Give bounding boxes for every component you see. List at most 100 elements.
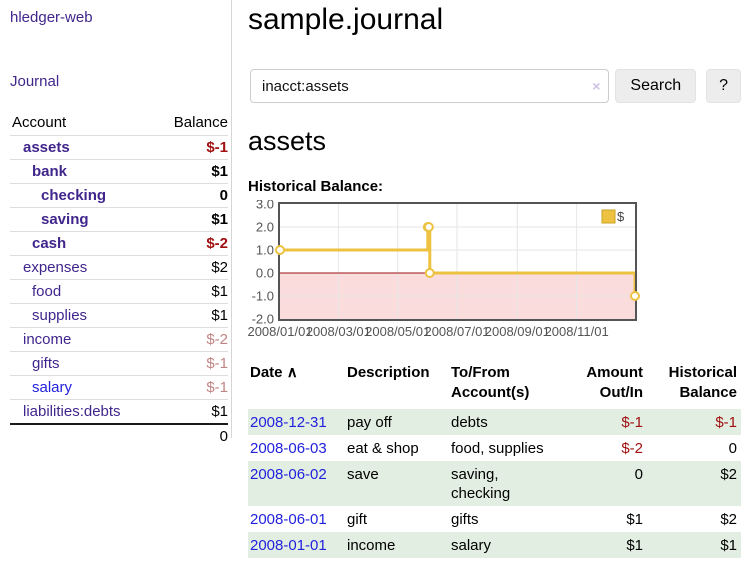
register-header-row: Date ∧ Description To/From Account(s) Am… xyxy=(248,361,741,409)
sidebar-total-row: 0 xyxy=(10,424,228,448)
search-form: × Search ? xyxy=(248,69,741,103)
transaction-description: pay off xyxy=(345,409,449,435)
transaction-date-link[interactable]: 2008-06-02 xyxy=(250,466,327,483)
sidebar-account-link[interactable]: cash xyxy=(32,235,67,252)
sidebar-account-link[interactable]: supplies xyxy=(32,307,88,324)
transaction-amount: $1 xyxy=(562,532,649,558)
x-axis-tick-label: 2008/07/01 xyxy=(424,324,489,339)
sidebar-account-row: expenses $2 xyxy=(10,255,228,280)
x-axis-tick-label: 2008/05/01 xyxy=(365,324,430,339)
column-header-amount: Amount Out/In xyxy=(586,364,643,401)
transaction-date-link[interactable]: 2008-06-03 xyxy=(250,440,327,457)
brand-link[interactable]: hledger-web xyxy=(10,9,93,26)
transaction-description: save xyxy=(345,461,449,506)
clear-search-icon[interactable]: × xyxy=(592,78,601,94)
sidebar-account-row: checking 0 xyxy=(10,183,228,208)
sidebar-accounts-body: assets $-1 bank $1 checking 0 saving $1 cash $-2 e… xyxy=(10,135,228,449)
register-body: 2008-12-31 pay off debts $-1 $-1 2008-06-03 ea… xyxy=(248,409,741,558)
transaction-description: eat & shop xyxy=(347,440,419,457)
register-row: 2008-06-02 save saving, checking 0 $2 xyxy=(248,461,741,506)
sidebar-account-link[interactable]: assets xyxy=(23,139,70,156)
register-table: Date ∧ Description To/From Account(s) Am… xyxy=(248,361,741,558)
sort-asc-icon: ∧ xyxy=(286,364,298,381)
transaction-accounts: gifts xyxy=(451,511,479,528)
transaction-balance: $2 xyxy=(649,461,741,506)
transaction-amount: $-2 xyxy=(621,440,643,457)
transaction-balance: $1 xyxy=(649,532,741,558)
transaction-accounts: debts xyxy=(449,409,562,435)
column-header-balance: Historical Balance xyxy=(668,364,737,401)
transaction-amount: 0 xyxy=(562,461,649,506)
account-column-header: Account xyxy=(12,114,67,131)
y-axis-tick-label: 3.0 xyxy=(256,200,274,212)
sidebar-account-row: assets $-1 xyxy=(10,135,228,160)
account-title: assets xyxy=(248,126,327,156)
y-axis-tick-label: -1.0 xyxy=(252,289,274,304)
chart-svg: $3.0 2.0 1.0 0.0 -1.0 -2.02008/01/012008/03/0… xyxy=(247,197,640,339)
search-button[interactable]: Search xyxy=(615,69,697,103)
sidebar-account-row: saving $1 xyxy=(10,207,228,232)
sidebar-account-balance: $1 xyxy=(211,403,228,420)
sidebar-account-row: income $-2 xyxy=(10,327,228,352)
sidebar-account-row: bank $1 xyxy=(10,159,228,184)
column-header-date[interactable]: Date ∧ xyxy=(250,364,298,381)
search-input[interactable] xyxy=(250,69,610,103)
page-title: sample.journal xyxy=(248,3,444,36)
register-row: 2008-06-01 gift gifts $1 $2 xyxy=(248,506,741,532)
transaction-amount: $1 xyxy=(626,511,643,528)
column-header-description: Description xyxy=(347,364,430,381)
search-input-wrap: × xyxy=(250,69,610,103)
y-axis-tick-label: 0.0 xyxy=(256,266,274,281)
y-axis-tick-label: -2.0 xyxy=(252,312,274,327)
sidebar-account-link[interactable]: income xyxy=(23,331,72,348)
data-point-marker xyxy=(630,291,640,301)
register-row: 2008-06-03 eat & shop food, supplies $-2 0 xyxy=(248,435,741,461)
sidebar-account-row: gifts $-1 xyxy=(10,351,228,376)
sidebar-account-link[interactable]: gifts xyxy=(32,355,60,372)
transaction-balance: $-1 xyxy=(649,409,741,435)
transaction-accounts: saving, checking xyxy=(449,461,562,506)
transaction-date-link[interactable]: 2008-12-31 xyxy=(250,414,327,431)
sidebar-account-balance: $1 xyxy=(211,163,228,180)
sidebar-total-balance: 0 xyxy=(219,428,228,445)
sidebar-account-link[interactable]: checking xyxy=(41,187,107,204)
main-content: sample.journal × Search ? assets Histori… xyxy=(247,0,741,558)
transaction-description: income xyxy=(345,532,449,558)
register-row: 2008-12-31 pay off debts $-1 $-1 xyxy=(248,409,741,435)
sidebar-account-balance: $-2 xyxy=(206,331,228,348)
sidebar-account-balance: $-1 xyxy=(206,139,228,156)
legend-label: $ xyxy=(617,209,625,224)
sidebar-account-row: cash $-2 xyxy=(10,231,228,256)
register-row: 2008-01-01 income salary $1 $1 xyxy=(248,532,741,558)
sidebar-account-balance: $-2 xyxy=(206,235,228,252)
data-point-marker xyxy=(275,245,285,255)
transaction-amount: $-1 xyxy=(562,409,649,435)
column-header-accounts: To/From Account(s) xyxy=(451,364,530,401)
sidebar-account-balance: 0 xyxy=(219,187,228,204)
data-point-marker xyxy=(423,222,434,232)
sidebar-account-balance: $1 xyxy=(211,283,228,300)
sidebar-account-link[interactable]: salary xyxy=(32,379,73,396)
transaction-accounts: food, supplies xyxy=(451,440,544,457)
x-axis-tick-label: 2008/01/01 xyxy=(248,324,313,339)
sidebar-account-row: liabilities:debts $1 xyxy=(10,399,228,425)
sidebar-accounts-table: Account Balance assets $-1 bank $1 checking 0… xyxy=(10,111,228,448)
sidebar-account-link[interactable]: bank xyxy=(32,163,68,180)
transaction-date-link[interactable]: 2008-01-01 xyxy=(250,537,327,554)
x-axis-tick-label: 2008/03/01 xyxy=(306,324,371,339)
sidebar-item-journal[interactable]: Journal xyxy=(10,73,60,90)
sidebar-accounts-header: Account Balance xyxy=(10,111,228,136)
sidebar-account-link[interactable]: liabilities:debts xyxy=(23,403,121,420)
sidebar-account-link[interactable]: food xyxy=(32,283,62,300)
x-axis-tick-label: 2008/11/01 xyxy=(545,324,609,339)
help-button[interactable]: ? xyxy=(706,69,741,103)
historical-balance-chart: $3.0 2.0 1.0 0.0 -1.0 -2.0 2008/01/01 2008/03/0… xyxy=(247,197,640,340)
transaction-date-link[interactable]: 2008-06-01 xyxy=(250,511,327,528)
sidebar-account-row: salary $-1 xyxy=(10,375,228,400)
sidebar-account-link[interactable]: expenses xyxy=(23,259,88,276)
transaction-accounts: salary xyxy=(449,532,562,558)
sidebar-account-link[interactable]: saving xyxy=(41,211,89,228)
x-axis-tick-label: 2008/09/01 xyxy=(485,324,550,339)
y-axis-tick-label: 2.0 xyxy=(256,220,274,235)
sidebar-account-balance: $2 xyxy=(211,259,228,276)
